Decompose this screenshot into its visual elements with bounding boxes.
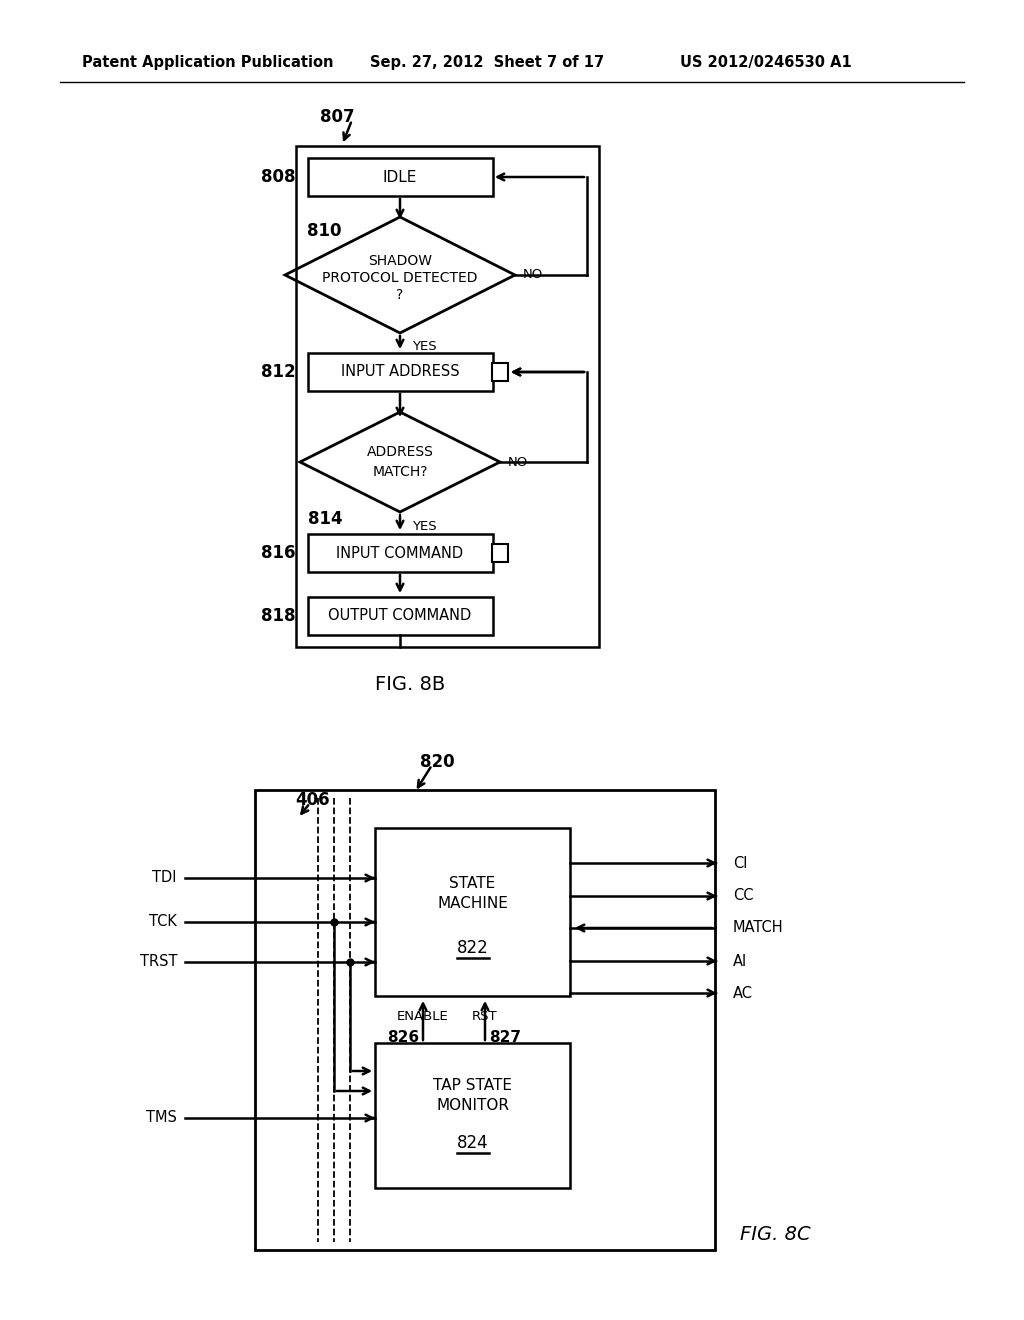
Text: STATE: STATE	[450, 875, 496, 891]
Text: YES: YES	[412, 341, 436, 354]
Text: MONITOR: MONITOR	[436, 1097, 509, 1113]
Text: TMS: TMS	[146, 1110, 177, 1126]
Text: MATCH?: MATCH?	[373, 465, 428, 479]
Text: INPUT ADDRESS: INPUT ADDRESS	[341, 364, 460, 380]
Text: RST: RST	[472, 1010, 498, 1023]
Text: 812: 812	[261, 363, 296, 381]
Text: 822: 822	[457, 939, 488, 957]
Text: ADDRESS: ADDRESS	[367, 445, 433, 459]
Text: SHADOW: SHADOW	[368, 253, 432, 268]
Bar	[308, 158, 493, 195]
Text: 816: 816	[261, 544, 296, 562]
Bar	[308, 597, 493, 635]
Text: TCK: TCK	[150, 915, 177, 929]
Text: 810: 810	[307, 222, 341, 240]
Text: NO: NO	[523, 268, 544, 281]
Text: 827: 827	[489, 1031, 521, 1045]
Text: AI: AI	[733, 953, 748, 969]
Bar	[375, 828, 570, 997]
Bar	[375, 1043, 570, 1188]
Text: OUTPUT COMMAND: OUTPUT COMMAND	[329, 609, 472, 623]
Text: YES: YES	[412, 520, 436, 532]
Text: CI: CI	[733, 855, 748, 870]
Text: MACHINE: MACHINE	[437, 895, 508, 911]
Text: Patent Application Publication: Patent Application Publication	[82, 54, 334, 70]
Bar	[492, 363, 508, 381]
Text: IDLE: IDLE	[383, 169, 417, 185]
Text: ENABLE: ENABLE	[397, 1010, 449, 1023]
Bar	[308, 352, 493, 391]
Text: MATCH: MATCH	[733, 920, 783, 936]
Polygon shape	[285, 216, 515, 333]
Text: 824: 824	[457, 1134, 488, 1152]
Text: 807: 807	[319, 108, 354, 125]
Text: CC: CC	[733, 888, 754, 903]
Text: ?: ?	[396, 288, 403, 302]
Text: FIG. 8B: FIG. 8B	[375, 676, 445, 694]
Bar	[308, 535, 493, 572]
Text: FIG. 8C: FIG. 8C	[740, 1225, 811, 1245]
Text: 820: 820	[420, 752, 455, 771]
Text: TRST: TRST	[139, 954, 177, 969]
Text: TAP STATE: TAP STATE	[433, 1077, 512, 1093]
Bar	[255, 789, 715, 1250]
Bar	[296, 147, 599, 647]
Text: PROTOCOL DETECTED: PROTOCOL DETECTED	[323, 271, 478, 285]
Text: 406: 406	[295, 791, 330, 809]
Text: NO: NO	[508, 455, 528, 469]
Text: TDI: TDI	[153, 870, 177, 886]
Text: AC: AC	[733, 986, 753, 1001]
Text: 818: 818	[261, 607, 296, 624]
Text: 808: 808	[261, 168, 296, 186]
Text: US 2012/0246530 A1: US 2012/0246530 A1	[680, 54, 852, 70]
Polygon shape	[300, 412, 500, 512]
Text: Sep. 27, 2012  Sheet 7 of 17: Sep. 27, 2012 Sheet 7 of 17	[370, 54, 604, 70]
Bar	[492, 544, 508, 562]
Text: 826: 826	[387, 1031, 419, 1045]
Text: INPUT COMMAND: INPUT COMMAND	[337, 545, 464, 561]
Text: 814: 814	[308, 510, 343, 528]
